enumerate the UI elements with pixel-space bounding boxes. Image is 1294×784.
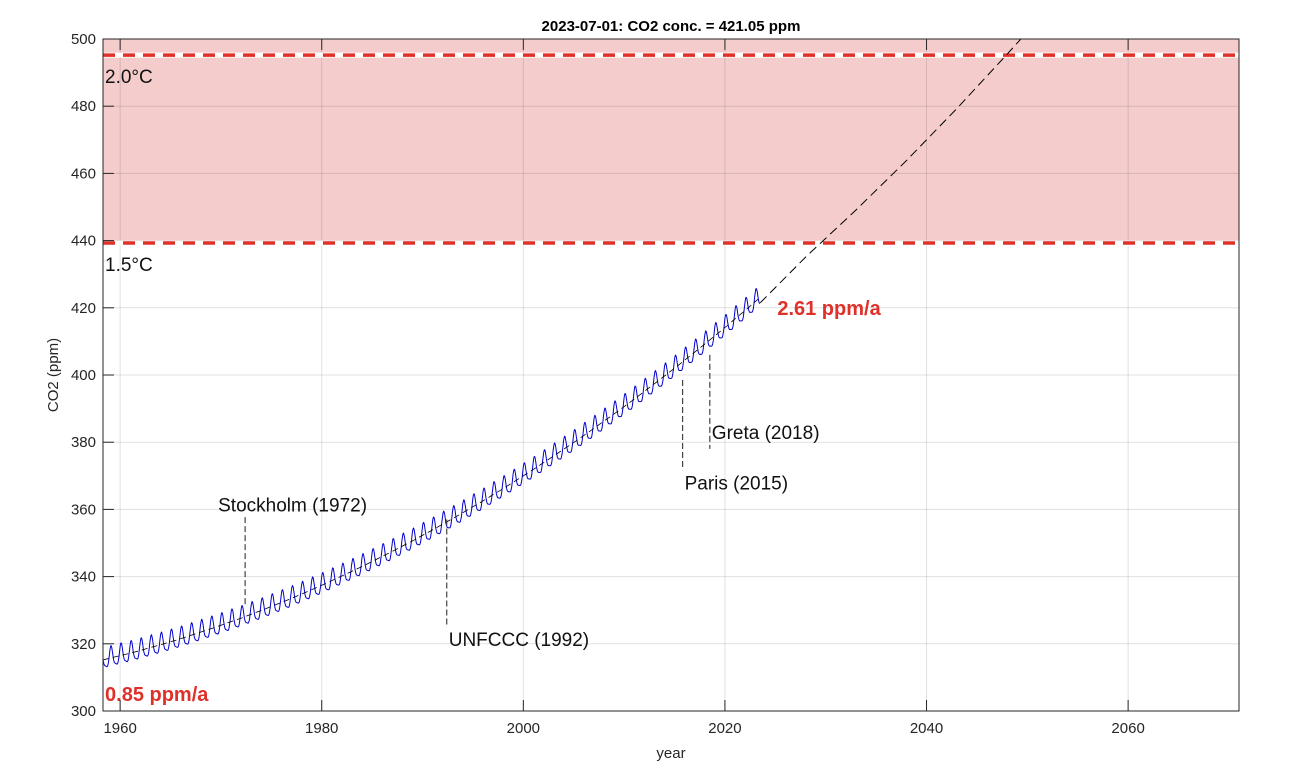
- y-tick-label: 380: [71, 434, 96, 451]
- x-tick-label: 1960: [103, 720, 136, 737]
- x-tick-label: 2040: [910, 720, 943, 737]
- y-tick-label: 400: [71, 367, 96, 384]
- y-tick-label: 500: [71, 31, 96, 48]
- y-tick-label: 340: [71, 569, 96, 586]
- y-tick-label: 420: [71, 300, 96, 317]
- warming-band: [103, 39, 1239, 243]
- x-tick-label: 2020: [708, 720, 741, 737]
- y-tick-label: 320: [71, 636, 96, 653]
- chart-title: 2023-07-01: CO2 conc. = 421.05 ppm: [542, 18, 801, 35]
- growth-rate-label: 2.61 ppm/a: [777, 298, 881, 320]
- event-label: Greta (2018): [712, 423, 820, 444]
- y-tick-label: 460: [71, 165, 96, 182]
- growth-rate-label: 0.85 ppm/a: [105, 684, 209, 706]
- y-tick-label: 480: [71, 98, 96, 115]
- event-label: Paris (2015): [685, 474, 789, 495]
- x-tick-label: 2060: [1111, 720, 1144, 737]
- y-tick-label: 360: [71, 501, 96, 518]
- y-tick-label: 440: [71, 233, 96, 250]
- observed-co2-line: [102, 287, 761, 668]
- threshold-label: 1.5°C: [105, 255, 153, 276]
- x-tick-label: 2000: [507, 720, 540, 737]
- y-axis-label: CO2 (ppm): [45, 338, 62, 412]
- event-label: Stockholm (1972): [218, 495, 367, 516]
- trend-line: [102, 298, 759, 661]
- x-tick-label: 1980: [305, 720, 338, 737]
- projection-line: [759, 39, 1022, 304]
- event-label: UNFCCC (1992): [449, 630, 589, 651]
- threshold-label: 2.0°C: [105, 67, 153, 88]
- y-tick-label: 300: [71, 703, 96, 720]
- x-axis-label: year: [656, 745, 685, 762]
